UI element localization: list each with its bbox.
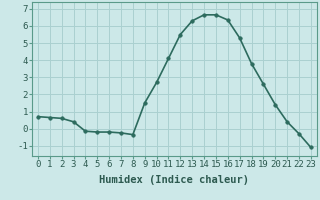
X-axis label: Humidex (Indice chaleur): Humidex (Indice chaleur) xyxy=(100,175,249,185)
